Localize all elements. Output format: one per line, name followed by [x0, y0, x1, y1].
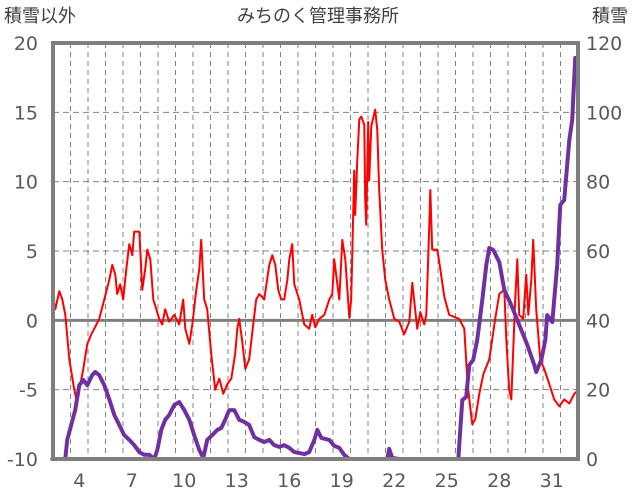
temperature-series-line [51, 108, 579, 426]
x-tick-label: 28 [487, 470, 511, 492]
x-tick-label: 25 [435, 470, 459, 492]
right-y-tick-label: 120 [586, 33, 622, 55]
left-y-tick-label: 5 [26, 241, 38, 263]
left-y-tick-label: 20 [14, 33, 38, 55]
x-tick-label: 19 [330, 470, 354, 492]
snow-depth-series-line [50, 55, 580, 461]
left-axis-label: 積雪以外 [4, 6, 76, 27]
right-axis-label: 積雪 [592, 6, 628, 27]
x-tick-label: 7 [126, 470, 138, 492]
x-tick-label: 10 [172, 470, 196, 492]
right-y-tick-label: 60 [586, 241, 610, 263]
right-y-tick-label: 100 [586, 102, 622, 124]
right-y-tick-label: 80 [586, 172, 610, 194]
x-tick-label: 22 [382, 470, 406, 492]
axis-ticks: 20 15 10 5 0 -5 -10 120 100 80 60 40 20 0 4 7 10 13 16 19 22… [7, 33, 622, 492]
left-y-tick-label: 15 [14, 102, 38, 124]
x-tick-label: 31 [540, 470, 564, 492]
x-tick-label: 4 [73, 470, 85, 492]
left-y-tick-label: -5 [19, 380, 38, 402]
plot-frame [51, 41, 580, 461]
right-y-tick-label: 20 [586, 380, 610, 402]
left-y-tick-label: 0 [26, 310, 38, 332]
chart-title: みちのく管理事務所 [237, 6, 399, 27]
gridlines [53, 43, 578, 459]
x-tick-label: 16 [277, 470, 301, 492]
x-tick-label: 13 [225, 470, 249, 492]
plot-series [50, 55, 580, 461]
right-y-tick-label: 40 [586, 310, 610, 332]
left-y-tick-label: 10 [14, 172, 38, 194]
right-y-tick-label: 0 [586, 449, 598, 471]
left-y-tick-label: -10 [7, 449, 38, 471]
